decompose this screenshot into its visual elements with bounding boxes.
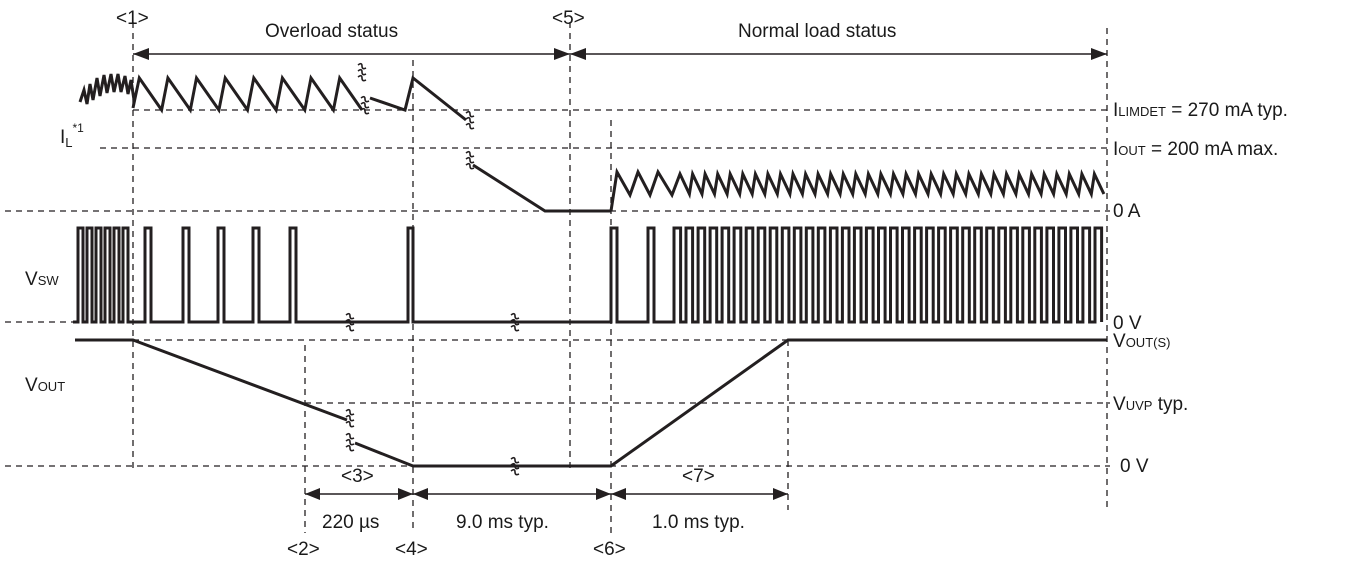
normal-status-label: Normal load status xyxy=(738,21,896,42)
marker-3: <3> xyxy=(341,466,374,487)
t3-arrow-left xyxy=(305,488,320,500)
break-mark xyxy=(510,456,520,476)
vsw-waveform xyxy=(73,226,1104,324)
t5-arrow-left xyxy=(413,488,428,500)
t5-label: 9.0 ms typ. xyxy=(456,512,549,533)
overload-arrow-left xyxy=(133,48,149,60)
il-waveform-overload xyxy=(131,74,467,122)
normal-arrow-right xyxy=(1091,48,1107,60)
marker-4: <4> xyxy=(395,539,428,560)
vout-waveform-fall xyxy=(75,338,348,422)
overload-status-label: Overload status xyxy=(265,21,398,42)
t7-label: 1.0 ms typ. xyxy=(652,512,745,533)
break-mark xyxy=(357,62,367,82)
il-waveform-start xyxy=(78,73,136,105)
il-waveform-normal xyxy=(609,167,1106,212)
t7-arrow-left xyxy=(611,488,626,500)
t5-arrow-right xyxy=(596,488,611,500)
timing-dimensions xyxy=(305,488,788,500)
break-mark xyxy=(465,150,475,170)
t7-arrow-right xyxy=(773,488,788,500)
break-mark xyxy=(345,312,355,332)
status-arrows xyxy=(133,48,1107,60)
break-mark xyxy=(345,432,355,452)
t3-arrow-right xyxy=(398,488,413,500)
normal-arrow-left xyxy=(570,48,586,60)
t3-label: 220 µs xyxy=(322,512,379,533)
break-mark xyxy=(510,312,520,332)
marker-6: <6> xyxy=(593,539,626,560)
il-signal-label: IL*1 xyxy=(60,121,84,150)
break-mark xyxy=(345,408,355,428)
break-mark xyxy=(465,110,475,130)
zero-v-sw-label: 0 V xyxy=(1113,313,1142,334)
zero-v-out-label: 0 V xyxy=(1120,456,1149,477)
vsw-signal-label: VSW xyxy=(25,269,59,290)
vuvp-label: VUVP typ. xyxy=(1113,394,1188,415)
marker-2: <2> xyxy=(287,539,320,560)
vout-signal-label: VOUT xyxy=(25,375,65,396)
vout-waveform-recover xyxy=(354,338,1107,468)
marker-1: <1> xyxy=(116,8,149,29)
ilimdet-label: ILIMDET = 270 mA typ. xyxy=(1113,100,1288,121)
break-marks xyxy=(345,62,520,476)
marker-7: <7> xyxy=(682,466,715,487)
marker-5: <5> xyxy=(552,8,585,29)
voutS-label: VOUT(S) xyxy=(1113,331,1170,352)
il-waveform-decay xyxy=(472,163,611,213)
overload-arrow-right xyxy=(554,48,570,60)
zero-a-label: 0 A xyxy=(1113,201,1141,222)
break-mark xyxy=(360,95,370,115)
iout-label: IOUT = 200 mA max. xyxy=(1113,139,1278,160)
